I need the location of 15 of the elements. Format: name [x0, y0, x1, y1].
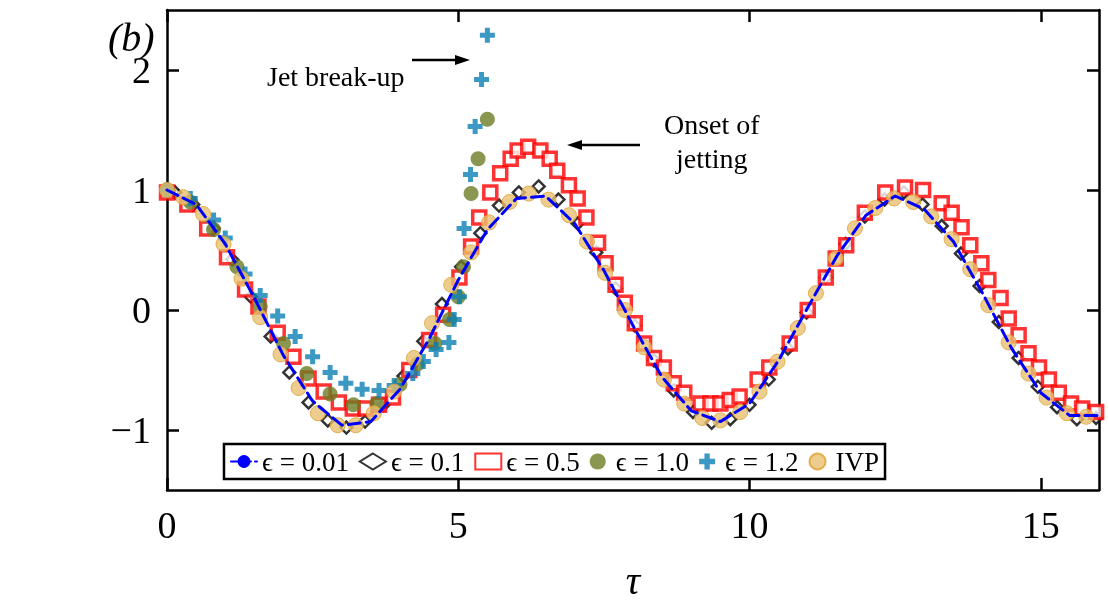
x-tick-label: 5 — [448, 504, 468, 546]
x-axis-title: τ — [625, 557, 642, 603]
annotation: Onset of jetting — [664, 108, 760, 176]
legend-label: IVP — [835, 446, 880, 477]
legend-label: ϵ = 0.1 — [390, 446, 465, 477]
y-tick-label: 0 — [132, 289, 151, 331]
legend-label: ϵ = 0.5 — [506, 446, 580, 477]
annotation: Jet break-up — [267, 60, 405, 94]
legend-label: ϵ = 1.2 — [725, 446, 799, 477]
y-tick-label: −1 — [110, 409, 151, 451]
x-tick-label: 10 — [730, 504, 769, 546]
x-tick-label: 15 — [1021, 504, 1060, 546]
y-tick-label: 1 — [132, 169, 151, 211]
legend-label: ϵ = 0.01 — [261, 446, 349, 477]
legend-label: ϵ = 1.0 — [615, 446, 690, 477]
